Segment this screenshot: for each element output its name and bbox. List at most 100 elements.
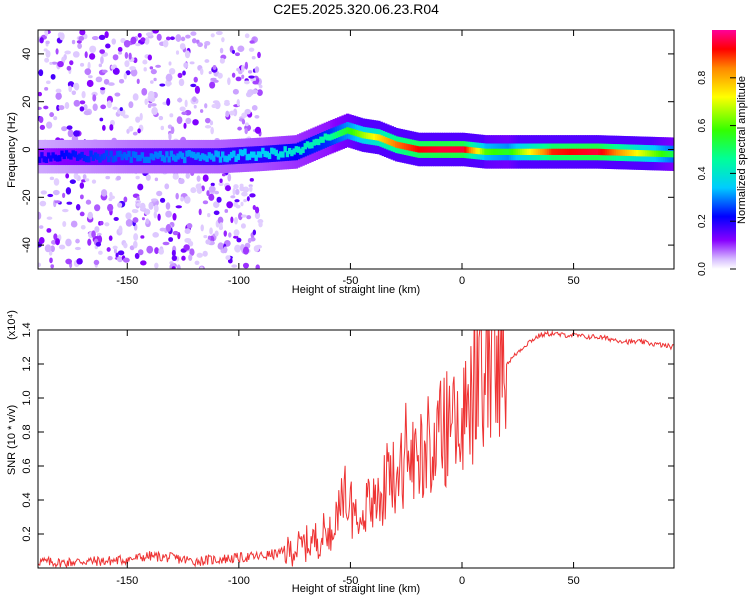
x-tick-label: -100 — [228, 275, 250, 287]
x-tick-label: -100 — [228, 575, 250, 587]
ridge-core — [305, 141, 310, 148]
spectral-speckle — [181, 111, 188, 116]
ridge-core — [437, 146, 441, 153]
spectral-speckle — [110, 65, 116, 70]
snr-frame — [37, 329, 675, 569]
spectral-speckle — [144, 37, 150, 45]
spectral-speckle — [84, 51, 88, 59]
spectral-speckle — [128, 52, 132, 60]
ridge-core — [671, 151, 674, 158]
ridge-core — [194, 153, 198, 160]
y-tick-label: -40 — [21, 237, 33, 253]
spectral-speckle — [67, 129, 74, 138]
spectral-speckle — [130, 36, 137, 45]
ridge-band — [64, 148, 69, 166]
spectral-speckle — [122, 257, 130, 263]
ridge-core — [234, 155, 238, 162]
ridge-core — [421, 146, 426, 153]
ridge-core — [522, 148, 526, 155]
spectral-speckle — [48, 250, 53, 256]
spectral-speckle — [108, 197, 113, 202]
spectral-speckle — [157, 213, 161, 221]
spectral-speckle — [98, 34, 106, 40]
spectral-speckle — [241, 74, 245, 79]
spectral-speckle — [61, 126, 68, 132]
ridge-core — [553, 148, 557, 155]
ridge-halo — [674, 138, 677, 171]
ridge-core — [71, 150, 75, 157]
ridge-core — [154, 151, 158, 158]
ridge-core — [125, 153, 129, 161]
spectral-speckle — [153, 204, 159, 213]
ridge-core — [357, 130, 361, 137]
spectral-speckle — [95, 241, 102, 247]
spectral-speckle — [231, 264, 238, 268]
spectral-speckle — [123, 196, 128, 203]
spectral-speckle — [38, 69, 44, 77]
spectral-speckle — [185, 172, 191, 179]
ridge-core — [381, 136, 386, 143]
spectral-speckle — [156, 33, 162, 41]
ridge-core — [439, 146, 444, 153]
spectral-speckle — [162, 39, 169, 48]
snr-series — [38, 330, 674, 568]
y-tick-label: 1.0 — [21, 390, 33, 405]
spectral-speckle — [180, 196, 185, 202]
ridge-core — [528, 148, 533, 155]
spectral-speckle — [107, 82, 115, 86]
ridge-core — [78, 153, 82, 160]
spectral-speckle — [83, 104, 88, 111]
spectral-speckle — [89, 45, 97, 54]
ridge-core — [238, 149, 243, 156]
spectral-speckle — [244, 128, 248, 135]
spectral-speckle — [234, 244, 242, 253]
ridge-core — [281, 151, 285, 158]
spectrogram-y-axis-label: Frequency (Hz) — [6, 112, 18, 188]
spectral-speckle — [147, 54, 153, 61]
spectral-speckle — [244, 122, 249, 127]
spectral-speckle — [155, 64, 162, 68]
ridge-core — [586, 148, 591, 155]
spectral-speckle — [235, 188, 240, 195]
spectral-speckle — [39, 225, 44, 229]
ridge-core — [638, 150, 642, 157]
spectral-speckle — [79, 100, 86, 105]
ridge-core — [216, 151, 220, 158]
ridge-core — [174, 155, 178, 162]
ridge-core — [392, 140, 397, 147]
spectral-speckle — [145, 32, 153, 37]
spectral-speckle — [244, 33, 250, 39]
spectral-speckle — [154, 177, 159, 182]
spectral-speckle — [149, 66, 154, 70]
ridge-core — [361, 132, 365, 139]
spectral-speckle — [122, 114, 129, 119]
figure-title: C2E5.2025.320.06.23.R04 — [273, 1, 439, 17]
spectral-speckle — [193, 76, 198, 83]
spectral-speckle — [196, 175, 201, 182]
ridge-core — [270, 147, 274, 154]
ridge-band — [261, 145, 265, 163]
ridge-core — [60, 150, 64, 157]
ridge-core — [473, 147, 477, 154]
spectral-speckle — [91, 230, 96, 238]
ridge-core — [383, 137, 388, 144]
spectral-speckle — [91, 35, 99, 41]
spectral-speckle — [208, 193, 215, 201]
ridge-core — [98, 156, 102, 163]
ridge-core — [49, 155, 53, 162]
spectral-speckle — [175, 192, 179, 200]
snr-x-axis-label: Height of straight line (km) — [292, 583, 420, 595]
spectral-speckle — [236, 237, 242, 243]
spectral-speckle — [43, 105, 49, 110]
spectral-speckle — [54, 200, 61, 204]
ridge-core — [428, 146, 432, 153]
spectral-speckle — [49, 61, 53, 65]
y-tick-label: 0.2 — [21, 526, 33, 541]
ridge-core — [415, 145, 419, 153]
ridge-core — [352, 129, 357, 136]
ridge-core — [470, 147, 475, 154]
ridge-core — [198, 154, 203, 162]
spectral-speckle — [132, 240, 138, 249]
ridge-core — [171, 154, 176, 161]
spectral-speckle — [240, 201, 244, 207]
